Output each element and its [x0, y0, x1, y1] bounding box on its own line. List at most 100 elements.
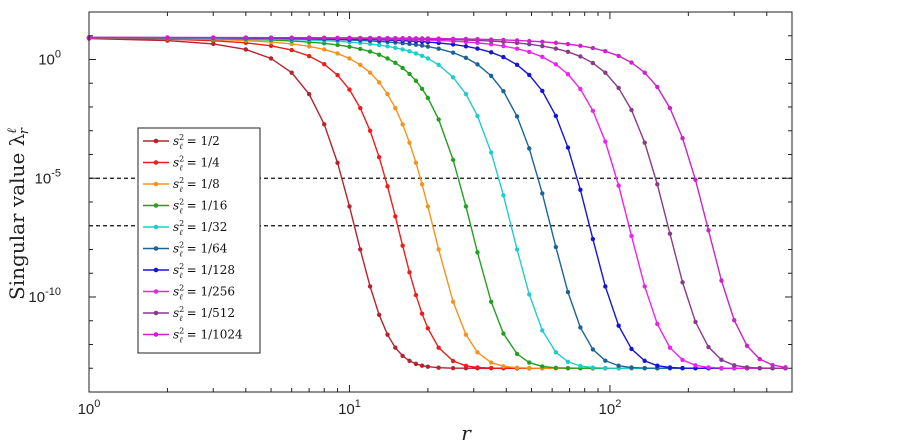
- data-point: [413, 36, 419, 41]
- data-point: [629, 365, 634, 370]
- data-point: [450, 299, 456, 304]
- data-point: [680, 357, 685, 363]
- data-point: [590, 236, 596, 242]
- data-point: [419, 311, 425, 316]
- data-point: [488, 365, 494, 371]
- data-point: [393, 35, 398, 41]
- data-point: [616, 183, 621, 188]
- data-point: [488, 50, 494, 55]
- data-point: [367, 284, 373, 289]
- data-point: [553, 350, 559, 355]
- data-point: [475, 62, 480, 67]
- data-point: [400, 122, 405, 127]
- data-point: [553, 46, 559, 51]
- data-point: [425, 95, 431, 101]
- data-point: [393, 60, 398, 66]
- series-line: [88, 36, 786, 368]
- data-point: [475, 350, 480, 355]
- data-point: [706, 344, 711, 350]
- data-point: [590, 365, 596, 370]
- legend-label: s2 ℓ = 1/512: [173, 305, 235, 323]
- data-point: [367, 41, 373, 47]
- data-point: [629, 346, 634, 352]
- legend-label: s2 ℓ = 1/2: [173, 133, 220, 151]
- data-point: [347, 44, 352, 49]
- data-point: [436, 36, 441, 41]
- legend-box: [137, 127, 261, 354]
- data-point: [527, 72, 532, 78]
- data-point: [436, 365, 441, 370]
- data-point: [706, 228, 711, 233]
- data-point: [393, 105, 398, 111]
- data-point: [436, 62, 441, 67]
- data-point: [501, 193, 506, 198]
- legend-entry: s2 ℓ = 1/128: [143, 262, 235, 280]
- data-point: [419, 363, 425, 368]
- data-point: [475, 46, 480, 51]
- data-point: [616, 323, 621, 328]
- data-point: [358, 35, 363, 41]
- data-point: [425, 56, 431, 61]
- legend-marker: [153, 160, 159, 165]
- data-point: [436, 247, 441, 252]
- data-point: [578, 187, 583, 193]
- data-point: [347, 56, 352, 61]
- data-point: [347, 87, 352, 92]
- data-point: [407, 140, 412, 145]
- data-point: [553, 244, 559, 250]
- data-point: [463, 44, 469, 49]
- data-point: [629, 60, 634, 65]
- data-point: [376, 312, 382, 318]
- data-point: [436, 46, 441, 51]
- legend-entry: s2 ℓ = 1/1024: [143, 327, 243, 345]
- data-point: [425, 44, 431, 49]
- data-point: [655, 84, 660, 90]
- data-point: [400, 243, 405, 248]
- data-point: [616, 363, 621, 368]
- data-point: [335, 51, 340, 56]
- legend-marker: [153, 289, 159, 294]
- data-point: [393, 345, 398, 350]
- data-point: [165, 35, 170, 40]
- data-point: [347, 35, 352, 41]
- data-point: [488, 42, 494, 47]
- data-point: [514, 62, 520, 67]
- data-point: [450, 75, 456, 80]
- data-point: [488, 360, 494, 365]
- data-point: [578, 54, 583, 59]
- legend-entry: s2 ℓ = 1/256: [143, 284, 235, 302]
- data-point: [463, 204, 469, 209]
- data-point: [565, 289, 571, 295]
- data-point: [553, 113, 559, 119]
- data-point: [706, 365, 711, 370]
- data-point: [527, 360, 532, 365]
- legend-marker: [153, 246, 159, 251]
- data-point: [450, 36, 456, 41]
- data-point: [603, 70, 608, 75]
- legend-label: s2 ℓ = 1/16: [173, 198, 227, 216]
- data-point: [393, 214, 398, 219]
- legend-entry: s2 ℓ = 1/4: [143, 155, 220, 173]
- data-point: [757, 356, 762, 362]
- legend-label: s2 ℓ = 1/1024: [173, 327, 243, 345]
- data-point: [501, 54, 506, 60]
- data-point: [407, 270, 412, 275]
- data-point: [642, 365, 647, 371]
- data-point: [400, 35, 405, 41]
- data-point: [603, 139, 608, 144]
- data-point: [376, 35, 382, 41]
- data-point: [540, 43, 545, 49]
- data-point: [527, 365, 532, 371]
- data-point: [450, 358, 456, 364]
- data-point: [578, 43, 583, 49]
- data-point: [425, 326, 431, 331]
- legend-label: s2 ℓ = 1/4: [173, 155, 220, 173]
- data-point: [289, 70, 294, 75]
- data-point: [475, 250, 480, 255]
- data-point: [565, 365, 571, 371]
- data-point: [385, 44, 390, 49]
- data-point: [514, 351, 520, 357]
- data-point: [590, 347, 596, 352]
- data-point: [527, 42, 532, 47]
